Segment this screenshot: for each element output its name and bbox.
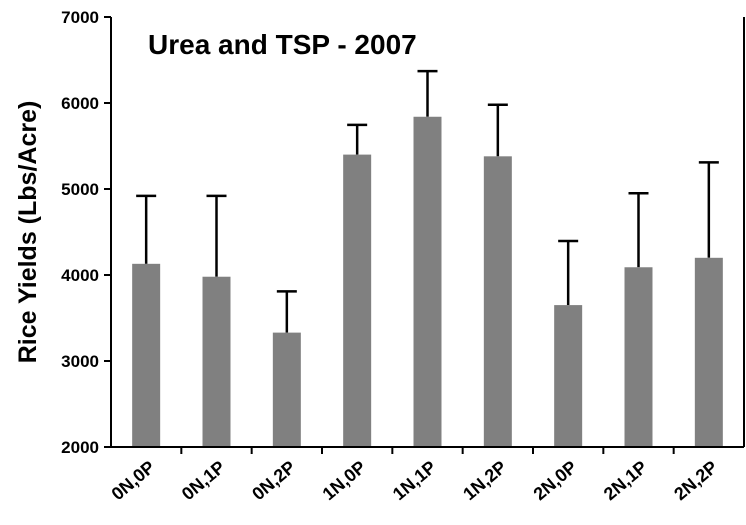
y-tick-label: 4000 (61, 266, 99, 285)
bar (132, 263, 161, 447)
y-tick-label: 5000 (61, 180, 99, 199)
bar (413, 116, 442, 447)
y-tick-label: 6000 (61, 94, 99, 113)
x-tick-label: 1N,0P (319, 457, 370, 504)
x-tick-label: 2N,0P (530, 457, 581, 504)
chart-title: Urea and TSP - 2007 (148, 29, 417, 60)
y-tick-label: 7000 (61, 8, 99, 27)
y-axis-label: Rice Yields (Lbs/Acre) (14, 101, 42, 364)
bar (202, 276, 231, 447)
x-tick-label: 2N,1P (600, 457, 651, 504)
bar (272, 332, 301, 447)
bar (483, 156, 512, 447)
y-tick-label: 3000 (61, 352, 99, 371)
x-tick-label: 2N,2P (670, 457, 721, 504)
x-tick-label: 1N,2P (459, 457, 510, 504)
y-tick-label: 2000 (61, 438, 99, 457)
bar (694, 257, 723, 447)
bar (343, 154, 372, 447)
x-tick-label: 1N,1P (389, 457, 440, 504)
bar (624, 267, 653, 447)
x-tick-label: 0N,0P (108, 457, 159, 504)
x-tick-label: 0N,2P (248, 457, 299, 504)
bar (554, 305, 583, 447)
x-tick-label: 0N,1P (178, 457, 229, 504)
